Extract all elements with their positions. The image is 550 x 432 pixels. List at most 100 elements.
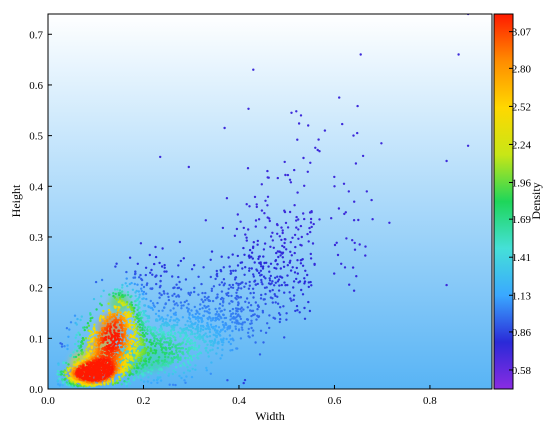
scatter-point [110,357,114,361]
scatter-point [113,329,116,332]
scatter-point [120,333,124,336]
scatter-point [262,298,265,301]
scatter-point [257,305,260,309]
scatter-point [128,351,131,354]
scatter-point [297,218,300,221]
scatter-point [227,294,230,298]
scatter-point [190,342,194,345]
scatter-point [146,346,150,349]
scatter-point [296,191,299,194]
scatter-point [172,343,175,346]
scatter-point [187,165,190,169]
scatter-point [235,322,239,325]
scatter-point [144,314,147,317]
scatter-point [111,340,115,343]
scatter-point [109,343,113,347]
scatter-point [268,326,271,330]
scatter-point [295,215,298,219]
scatter-point [138,293,141,296]
scatter-point [194,312,197,316]
scatter-point [297,228,300,231]
scatter-point [283,210,287,214]
scatter-point [210,289,213,293]
scatter-point [252,296,255,299]
scatter-point [231,321,234,324]
scatter-point [98,334,101,337]
scatter-point [64,371,68,374]
scatter-point [155,331,158,334]
scatter-point [57,383,60,386]
scatter-point [145,339,148,342]
scatter-point [76,359,79,362]
scatter-point [199,351,202,354]
scatter-point [111,342,114,345]
scatter-point [150,343,153,346]
scatter-point [241,321,245,324]
scatter-point [264,277,267,280]
scatter-point [90,330,93,334]
scatter-point [121,304,125,307]
scatter-point [262,275,266,278]
scatter-point [129,295,132,299]
scatter-point [269,290,272,293]
scatter-point [179,343,182,346]
scatter-point [133,344,136,347]
scatter-point [133,300,137,303]
scatter-point [271,280,274,283]
scatter-point [108,293,111,296]
scatter-point [160,348,163,352]
scatter-point [62,381,65,384]
scatter-point [158,261,161,265]
scatter-point [281,231,284,235]
scatter-point [141,334,144,337]
scatter-point [106,320,109,323]
scatter-point [126,334,129,337]
scatter-point [263,261,266,265]
scatter-point [186,350,189,354]
scatter-point [299,224,303,228]
scatter-point [294,309,297,313]
scatter-point [60,373,63,376]
scatter-point [180,376,183,380]
scatter-point [161,319,165,323]
scatter-point [100,295,103,298]
scatter-point [245,297,249,300]
scatter-point [141,326,144,330]
scatter-point [135,341,139,344]
scatter-point [259,297,263,300]
scatter-point [231,286,235,289]
scatter-point [121,329,124,332]
scatter-point [104,319,107,323]
scatter-point [208,328,212,331]
scatter-point [277,312,281,315]
scatter-point [253,261,256,264]
scatter-point [203,310,206,313]
scatter-point [73,342,77,346]
scatter-point [175,349,178,352]
scatter-point [283,336,286,339]
scatter-point [146,326,149,329]
scatter-point [195,347,198,350]
scatter-point [69,354,72,358]
scatter-point [275,267,278,270]
scatter-point [138,313,142,316]
scatter-point [256,239,259,243]
scatter-point [351,266,355,269]
scatter-point [173,303,176,306]
scatter-point [110,337,113,340]
scatter-point [202,325,205,329]
scatter-point [200,298,203,301]
scatter-point [261,283,264,286]
scatter-point [281,229,284,232]
scatter-point [215,297,218,300]
scatter-point [208,339,212,343]
scatter-point [307,281,310,284]
scatter-point [291,236,294,239]
scatter-point [165,348,168,351]
scatter-point [279,254,282,257]
scatter-point [199,330,202,333]
scatter-point [252,273,255,276]
scatter-point [351,239,354,242]
scatter-point [204,332,207,335]
scatter-point [264,331,268,334]
